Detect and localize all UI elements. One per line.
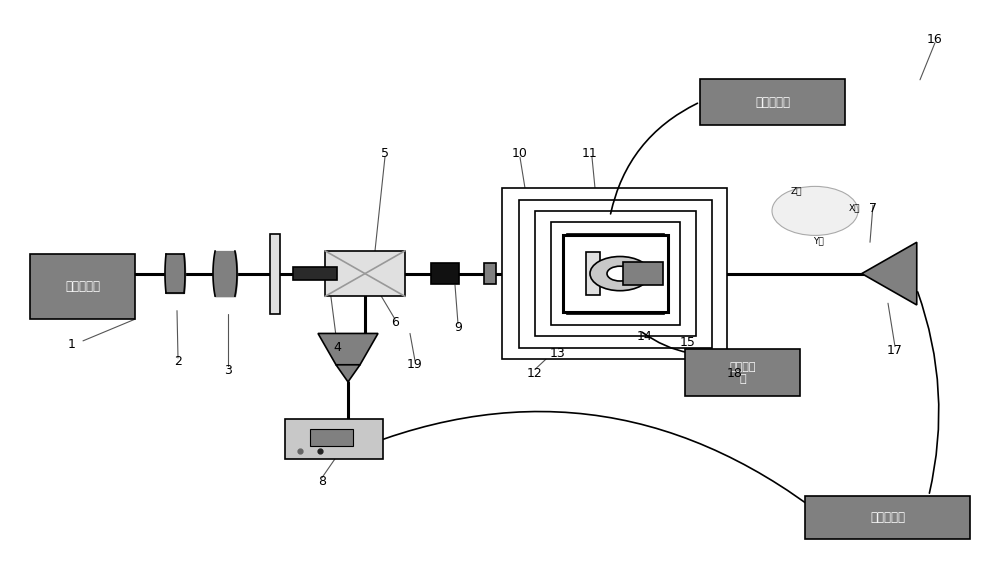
- Text: 15: 15: [680, 336, 696, 348]
- FancyBboxPatch shape: [431, 263, 459, 284]
- FancyBboxPatch shape: [534, 211, 696, 336]
- Text: 1: 1: [68, 339, 76, 351]
- Text: 17: 17: [887, 344, 903, 357]
- Text: X轴: X轴: [848, 203, 860, 213]
- Circle shape: [607, 266, 633, 281]
- Polygon shape: [862, 242, 917, 305]
- Text: Z轴: Z轴: [790, 186, 802, 196]
- Polygon shape: [318, 333, 378, 365]
- Text: 18: 18: [727, 367, 743, 380]
- FancyBboxPatch shape: [700, 79, 845, 125]
- Text: 9: 9: [454, 321, 462, 334]
- Text: 7: 7: [869, 202, 877, 214]
- FancyBboxPatch shape: [562, 235, 668, 312]
- Text: 4: 4: [333, 341, 341, 354]
- FancyBboxPatch shape: [285, 419, 383, 459]
- Text: 8: 8: [318, 475, 326, 488]
- Text: 泵浦激光器: 泵浦激光器: [65, 280, 100, 293]
- FancyBboxPatch shape: [805, 496, 970, 539]
- FancyBboxPatch shape: [270, 234, 280, 314]
- FancyBboxPatch shape: [30, 254, 135, 319]
- FancyBboxPatch shape: [623, 262, 663, 285]
- FancyBboxPatch shape: [293, 267, 337, 280]
- FancyBboxPatch shape: [586, 252, 600, 295]
- Text: 6: 6: [391, 316, 399, 328]
- Text: 14: 14: [637, 330, 653, 343]
- FancyBboxPatch shape: [550, 222, 680, 325]
- Text: 10: 10: [512, 148, 528, 160]
- Text: 5: 5: [381, 148, 389, 160]
- Text: 加热激光
器: 加热激光 器: [729, 361, 756, 384]
- Polygon shape: [336, 365, 360, 382]
- Text: 3: 3: [224, 364, 232, 377]
- Text: Y轴: Y轴: [813, 237, 823, 246]
- FancyBboxPatch shape: [518, 200, 712, 348]
- FancyBboxPatch shape: [484, 263, 496, 284]
- Text: 11: 11: [582, 148, 598, 160]
- Text: 19: 19: [407, 359, 423, 371]
- FancyBboxPatch shape: [310, 429, 353, 446]
- FancyBboxPatch shape: [502, 188, 727, 359]
- Text: 12: 12: [527, 367, 543, 380]
- Text: 函数发生器: 函数发生器: [755, 96, 790, 108]
- FancyBboxPatch shape: [325, 251, 405, 296]
- Text: 2: 2: [174, 356, 182, 368]
- Text: 16: 16: [927, 34, 943, 46]
- Text: 13: 13: [550, 347, 566, 360]
- Text: 锁相放大器: 锁相放大器: [870, 511, 905, 524]
- Circle shape: [772, 186, 858, 235]
- FancyBboxPatch shape: [566, 234, 664, 314]
- FancyBboxPatch shape: [685, 349, 800, 396]
- Circle shape: [590, 256, 650, 291]
